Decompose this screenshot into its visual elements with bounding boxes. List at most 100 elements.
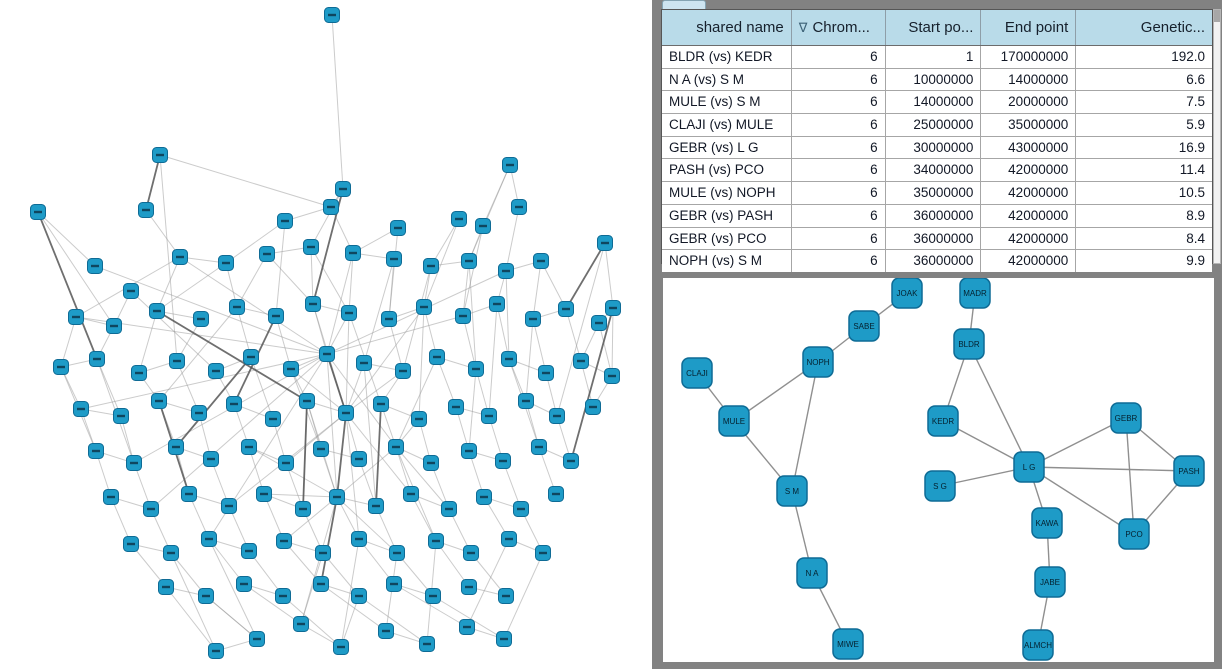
table-row[interactable]: NOPH (vs) S M 6 36000000 42000000 9.9 — [662, 250, 1212, 272]
network-edge[interactable] — [1028, 466, 1135, 535]
column-header-2[interactable]: Start po... — [886, 10, 982, 45]
network-edge[interactable] — [1125, 417, 1135, 535]
table-cell[interactable]: 42000000 — [981, 182, 1077, 204]
table-cell[interactable]: 42000000 — [981, 204, 1077, 227]
table-cell[interactable]: N A (vs) S M — [662, 68, 792, 91]
table-cell[interactable]: 42000000 — [981, 250, 1077, 272]
table-cell[interactable]: 16.9 — [1178, 139, 1205, 155]
table-cell[interactable]: 6 — [792, 68, 886, 91]
node-KEDR[interactable] — [927, 405, 959, 437]
table-row[interactable]: GEBR (vs) PCO 6 36000000 42000000 8.4 — [662, 227, 1212, 251]
network-edge[interactable] — [1028, 417, 1127, 468]
table-row[interactable]: MULE (vs) NOPH 6 35000000 42000000 10.5 — [662, 182, 1212, 205]
node-GEBR[interactable] — [1110, 402, 1142, 434]
main-network-panel[interactable] — [0, 0, 652, 669]
node-NOPH[interactable] — [802, 346, 834, 378]
edge-attribute-table[interactable]: shared name ∇ Chrom... Start po... End point… — [661, 9, 1213, 272]
node-PCO[interactable] — [1118, 518, 1150, 550]
table-cell[interactable]: 6 — [792, 227, 886, 250]
table-cell[interactable]: GEBR (vs) L G — [662, 136, 792, 159]
table-cell[interactable]: 20000000 — [981, 91, 1077, 114]
table-cell[interactable]: 6 — [792, 91, 886, 114]
column-header-3[interactable]: End point — [981, 10, 1077, 45]
table-cell[interactable]: CLAJI (vs) MULE — [662, 114, 792, 136]
network-edge[interactable] — [968, 343, 1030, 468]
table-cell[interactable]: 10000000 — [886, 68, 982, 91]
table-cell[interactable]: 36000000 — [886, 227, 982, 250]
node-MULE[interactable] — [718, 405, 750, 437]
filter-icon[interactable]: ∇ — [798, 19, 808, 35]
table-cell[interactable]: NOPH (vs) S M — [662, 250, 792, 272]
network-edge[interactable] — [791, 361, 819, 492]
table-cell[interactable]: 43000000 — [981, 136, 1077, 159]
table-cell[interactable]: 10.5 — [1178, 185, 1205, 201]
node-KAWA[interactable] — [1031, 507, 1063, 539]
table-cell[interactable]: 6 — [792, 159, 886, 182]
table-row[interactable]: MULE (vs) S M 6 14000000 20000000 7.5 — [662, 91, 1212, 115]
node-N-A[interactable] — [796, 557, 828, 589]
table-cell[interactable]: 6 — [792, 182, 886, 204]
table-cell[interactable]: 14000000 — [981, 68, 1077, 91]
node-ALMCH[interactable] — [1022, 629, 1054, 661]
table-row[interactable]: GEBR (vs) PASH 6 36000000 42000000 8.9 — [662, 204, 1212, 228]
table-cell[interactable]: 6 — [792, 114, 886, 136]
node-PASH[interactable] — [1173, 455, 1205, 487]
node-JOAK[interactable] — [891, 278, 923, 309]
network-edge[interactable] — [1028, 466, 1190, 472]
table-row[interactable]: CLAJI (vs) MULE 6 25000000 35000000 5.9 — [662, 114, 1212, 137]
table-cell[interactable]: 42000000 — [981, 227, 1077, 250]
table-cell[interactable]: GEBR (vs) PCO — [662, 227, 792, 250]
table-cell[interactable]: 8.4 — [1186, 230, 1205, 246]
subnetwork-panel[interactable]: JOAK MADR SABE BLDR NOPH CLAJI MULE KEDR GEBR L G… — [663, 278, 1214, 662]
node-BLDR[interactable] — [953, 328, 985, 360]
table-cell[interactable]: GEBR (vs) PASH — [662, 204, 792, 227]
table-cell[interactable]: 42000000 — [981, 159, 1077, 182]
node-CLAJI[interactable] — [681, 357, 713, 389]
table-cell[interactable]: BLDR (vs) KEDR — [662, 46, 792, 68]
node-MADR[interactable] — [959, 278, 991, 309]
table-cell[interactable]: MULE (vs) S M — [662, 91, 792, 114]
table-cell[interactable]: 9.9 — [1186, 253, 1205, 269]
table-cell[interactable]: 14000000 — [886, 91, 982, 114]
table-cell[interactable]: 11.4 — [1179, 162, 1205, 178]
node-MIWE[interactable] — [832, 628, 864, 660]
table-cell[interactable]: 6 — [792, 204, 886, 227]
column-header-4[interactable]: Genetic... — [1076, 10, 1212, 45]
table-cell[interactable]: 34000000 — [886, 159, 982, 182]
table-cell[interactable]: 30000000 — [886, 136, 982, 159]
table-cell[interactable]: 36000000 — [886, 204, 982, 227]
table-row[interactable]: BLDR (vs) KEDR 6 1 170000000 192.0 — [662, 46, 1212, 69]
table-cell[interactable]: MULE (vs) NOPH — [662, 182, 792, 204]
network-edge — [345, 362, 365, 414]
column-header-0[interactable]: shared name — [662, 10, 792, 45]
node-S-G[interactable] — [924, 470, 956, 502]
table-cell[interactable]: 6.6 — [1186, 71, 1205, 87]
table-cell[interactable]: 6 — [792, 136, 886, 159]
table-cell[interactable]: 1 — [886, 46, 982, 68]
table-cell[interactable]: PASH (vs) PCO — [662, 159, 792, 182]
table-cell[interactable]: 6 — [792, 46, 886, 68]
table-tab-fragment[interactable] — [662, 0, 706, 9]
node-L-G[interactable] — [1013, 451, 1045, 483]
table-cell[interactable]: 35000000 — [886, 182, 982, 204]
table-row[interactable]: PASH (vs) PCO 6 34000000 42000000 11.4 — [662, 159, 1212, 183]
table-cell[interactable]: 7.5 — [1186, 94, 1205, 110]
node-SABE[interactable] — [848, 310, 880, 342]
node-JABE[interactable] — [1034, 566, 1066, 598]
table-scrollbar-thumb[interactable] — [1214, 10, 1220, 22]
table-cell[interactable]: 170000000 — [981, 46, 1077, 68]
table-cell[interactable]: 36000000 — [886, 250, 982, 272]
table-cell[interactable]: 6 — [792, 250, 886, 272]
main-network-canvas[interactable] — [0, 0, 652, 669]
table-cell[interactable]: 25000000 — [886, 114, 982, 136]
column-header-1[interactable]: ∇ Chrom... — [792, 10, 886, 45]
table-cell[interactable]: 5.9 — [1186, 117, 1205, 133]
node-S-M[interactable] — [776, 475, 808, 507]
table-row[interactable]: N A (vs) S M 6 10000000 14000000 6.6 — [662, 68, 1212, 92]
table-scrollbar[interactable] — [1213, 9, 1221, 264]
table-cell[interactable]: 35000000 — [981, 114, 1077, 136]
table-row[interactable]: GEBR (vs) L G 6 30000000 43000000 16.9 — [662, 136, 1212, 160]
table-cell[interactable]: 8.9 — [1186, 207, 1205, 223]
table-cell[interactable]: 192.0 — [1171, 49, 1205, 64]
